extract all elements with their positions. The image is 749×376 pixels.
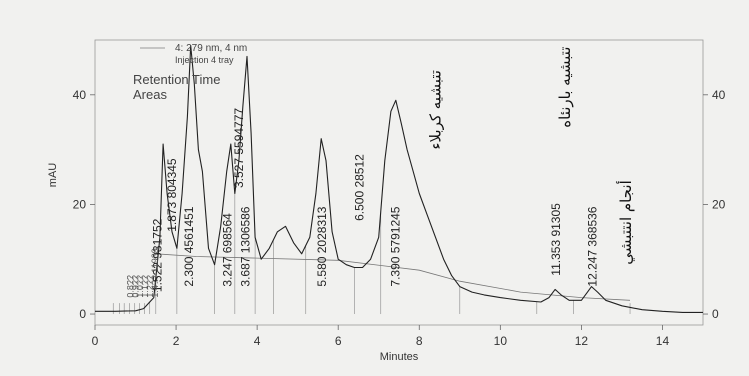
crowded-peak-label: 1.1?? (140, 275, 150, 298)
x-tick-label: 10 (494, 334, 508, 348)
peak-label: 12.247 368536 (585, 206, 599, 286)
peak-label: 3.247 698564 (221, 213, 235, 287)
x-tick-label: 2 (173, 334, 180, 348)
plot-frame (94, 39, 704, 326)
x-tick-label: 0 (92, 334, 99, 348)
y-tick-label-left: 40 (73, 88, 87, 102)
y-tick-label-right: 0 (712, 307, 719, 321)
y-tick-label-right: 20 (712, 197, 726, 211)
x-tick-label: 8 (416, 334, 423, 348)
y-axis-title: mAU (47, 163, 59, 188)
crowded-peak-label: 1.0?? (135, 275, 145, 298)
crowded-peak-label: 1.2?? (145, 275, 155, 298)
annotation-header-retention: Retention Time (133, 72, 220, 87)
legend: 4: 279 nm, 4 nm Injection 4 tray Retenti… (133, 43, 247, 102)
legend-entry-detector: 4: 279 nm, 4 nm (175, 43, 247, 54)
peak-label: 3.687 1306586 (238, 206, 252, 286)
peak-label: 6.500 28512 (353, 154, 367, 221)
chromatogram-trace (95, 44, 703, 313)
legend-entry-injection: Injection 4 tray (175, 55, 234, 65)
peak-label: 2.300 4561451 (182, 206, 196, 286)
peak-label: 1.522 931752 (151, 218, 165, 292)
annotation-header-areas: Areas (133, 87, 167, 102)
crowded-peak-label: 1.4?? 11939 (150, 248, 160, 297)
y-tick-label-left: 20 (73, 197, 87, 211)
x-tick-label: 12 (575, 334, 589, 348)
compound-label: تتبشيه بارنئاه (556, 47, 574, 128)
crowded-peak-label: 0.8?? (126, 275, 136, 298)
y-tick-label-right: 40 (712, 88, 726, 102)
integration-baseline (155, 253, 631, 301)
peak-label: 3.527 5594777 (232, 108, 246, 188)
compound-label: أنجام انتتبشي (616, 180, 636, 264)
compound-label: تتبشيه كربلاء (427, 70, 445, 150)
crowded-peak-label: 0.9?? (130, 275, 140, 298)
peak-label: 11.353 91305 (549, 203, 563, 276)
x-tick-label: 6 (335, 334, 342, 348)
peak-label: 7.390 5791245 (389, 206, 403, 286)
x-tick-label: 4 (254, 334, 261, 348)
peak-label: 1.873 804345 (165, 158, 179, 232)
y-tick-label-left: 0 (79, 307, 86, 321)
x-tick-label: 14 (656, 334, 670, 348)
x-axis-title: Minutes (380, 351, 419, 363)
peak-label: 5.580 2028313 (315, 206, 329, 286)
